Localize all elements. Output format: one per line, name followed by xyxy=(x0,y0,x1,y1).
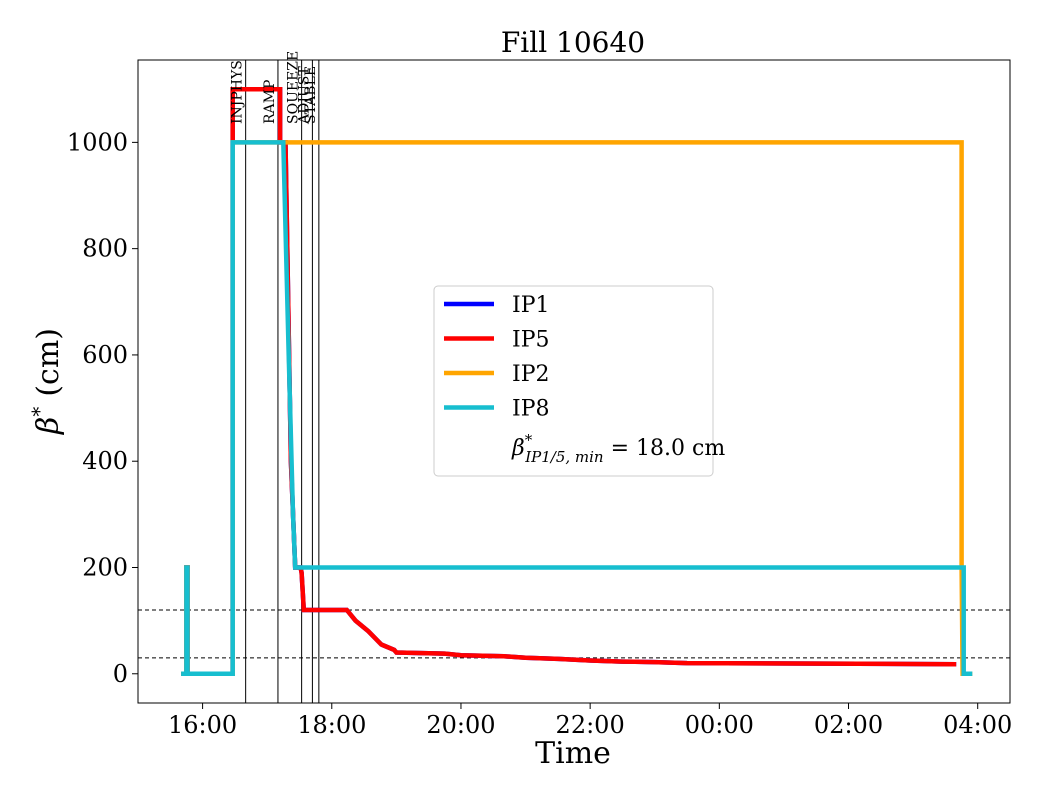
y-tick-label: 200 xyxy=(82,553,128,581)
y-tick-label: 600 xyxy=(82,341,128,369)
legend-box xyxy=(433,285,714,477)
y-tick-label: 0 xyxy=(113,660,128,688)
phase-label-ramp: RAMP xyxy=(262,80,278,124)
y-axis: 0 200 400 600 800 1000 xyxy=(67,128,138,688)
legend-annotation: β* IP1/5, min = 18.0 cm xyxy=(511,431,725,466)
phase-label-injphys: INJPHYS xyxy=(230,60,246,124)
x-tick-label: 16:00 xyxy=(168,711,237,739)
plot-content xyxy=(138,60,1010,703)
annotation-sub: IP1/5, min xyxy=(524,448,603,466)
y-axis-label-sup: * xyxy=(27,407,51,417)
phase-label-adjust: ADJUST xyxy=(296,66,312,125)
legend-label-ip2: IP2 xyxy=(512,362,550,387)
chart-title: Fill 10640 xyxy=(501,26,645,59)
legend: IP1 IP5 IP2 IP8 β* IP1/5, min = 18.0 cm xyxy=(433,285,725,477)
annotation-symbol: β xyxy=(511,436,525,461)
x-tick-label: 00:00 xyxy=(685,711,754,739)
y-axis-label-symbol: β xyxy=(31,417,66,435)
plot-frame xyxy=(137,59,1011,704)
x-axis-label: Time xyxy=(535,736,611,771)
legend-label-ip5: IP5 xyxy=(512,328,550,353)
y-tick-label: 1000 xyxy=(67,128,128,156)
annotation-text: = 18.0 cm xyxy=(604,436,726,461)
x-tick-label: 04:00 xyxy=(943,711,1012,739)
y-tick-label: 800 xyxy=(82,235,128,263)
x-tick-label: 02:00 xyxy=(814,711,883,739)
phase-label-squeeze: SQUEEZE xyxy=(286,51,302,124)
x-axis: 16:00 18:00 20:00 22:00 00:00 02:00 04:00 xyxy=(168,703,1012,739)
annotation-sup: * xyxy=(525,431,533,449)
legend-label-ip8: IP8 xyxy=(512,397,550,422)
legend-label-ip1: IP1 xyxy=(512,293,550,318)
phase-label-stable: STABLE xyxy=(303,66,319,124)
plot-area xyxy=(138,60,1010,703)
y-axis-label: β* (cm) xyxy=(27,328,66,435)
x-tick-label: 20:00 xyxy=(426,711,495,739)
x-tick-label: 22:00 xyxy=(556,711,625,739)
y-tick-label: 400 xyxy=(82,447,128,475)
y-axis-label-unit: (cm) xyxy=(31,328,66,397)
series-line-ip8 xyxy=(181,140,973,677)
x-tick-label: 18:00 xyxy=(297,711,366,739)
